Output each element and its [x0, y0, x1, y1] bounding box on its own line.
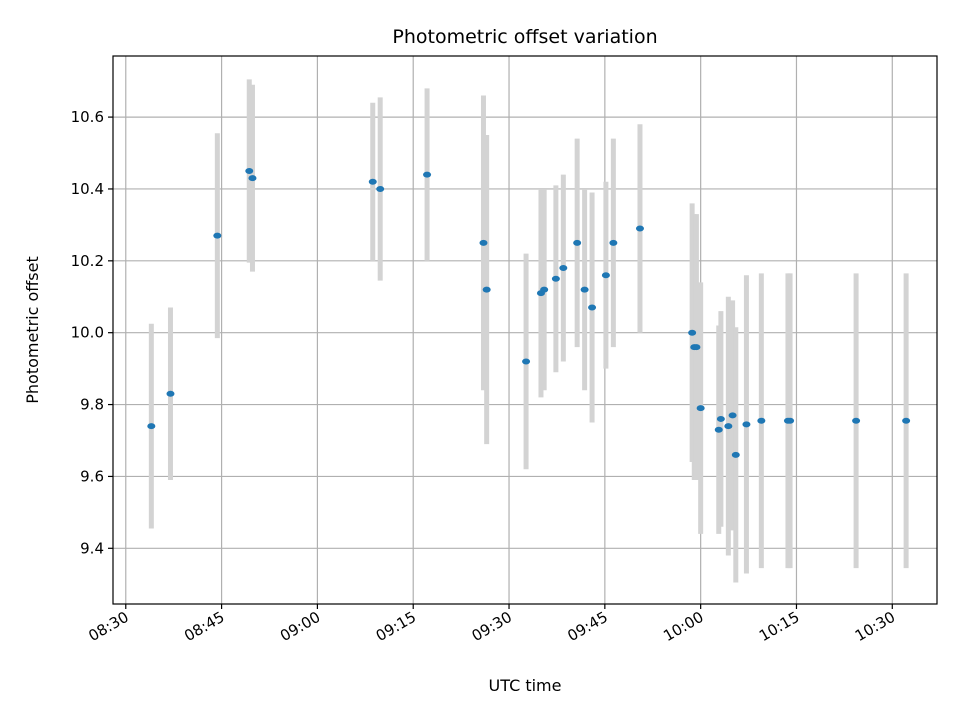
y-tick-label: 9.6	[80, 467, 104, 485]
data-point	[376, 185, 385, 192]
chart-title: Photometric offset variation	[392, 26, 657, 48]
data-points	[147, 167, 911, 458]
data-point	[479, 239, 488, 246]
plot-frame	[112, 55, 938, 605]
data-point	[522, 358, 531, 365]
data-point	[714, 426, 723, 433]
data-point	[728, 412, 737, 419]
data-point	[588, 304, 597, 311]
data-point	[635, 225, 644, 232]
data-point	[245, 167, 254, 174]
y-tick-label: 10.0	[71, 324, 104, 342]
data-point	[368, 178, 377, 185]
y-tick-label: 10.6	[71, 108, 104, 126]
data-point	[688, 329, 697, 336]
data-point	[696, 405, 705, 412]
y-tick-label: 9.8	[80, 396, 104, 414]
data-point	[692, 344, 701, 351]
data-point	[609, 239, 618, 246]
data-point	[166, 390, 175, 397]
data-point	[601, 272, 610, 279]
data-point	[724, 423, 733, 430]
data-point	[559, 265, 568, 272]
y-axis-ticks: 9.4 9.6 9.8 10.0 10.2 10.4 10.6	[71, 108, 113, 557]
data-point	[540, 286, 549, 293]
data-point	[852, 417, 861, 424]
y-tick-label: 10.4	[71, 180, 104, 198]
data-point	[742, 421, 751, 428]
data-point	[213, 232, 222, 239]
data-point	[147, 423, 156, 430]
data-point	[757, 417, 766, 424]
data-point	[248, 175, 257, 182]
data-point	[902, 417, 911, 424]
y-tick-label: 10.2	[71, 252, 104, 270]
data-point	[551, 275, 560, 282]
data-point	[716, 415, 725, 422]
data-point	[482, 286, 491, 293]
data-point	[580, 286, 589, 293]
data-point	[423, 171, 432, 178]
data-point	[731, 451, 740, 458]
x-axis-title: UTC time	[489, 676, 562, 695]
data-point	[786, 417, 795, 424]
y-axis-title: Photometric offset	[23, 256, 42, 404]
y-tick-label: 9.4	[80, 539, 104, 557]
data-point	[573, 239, 582, 246]
